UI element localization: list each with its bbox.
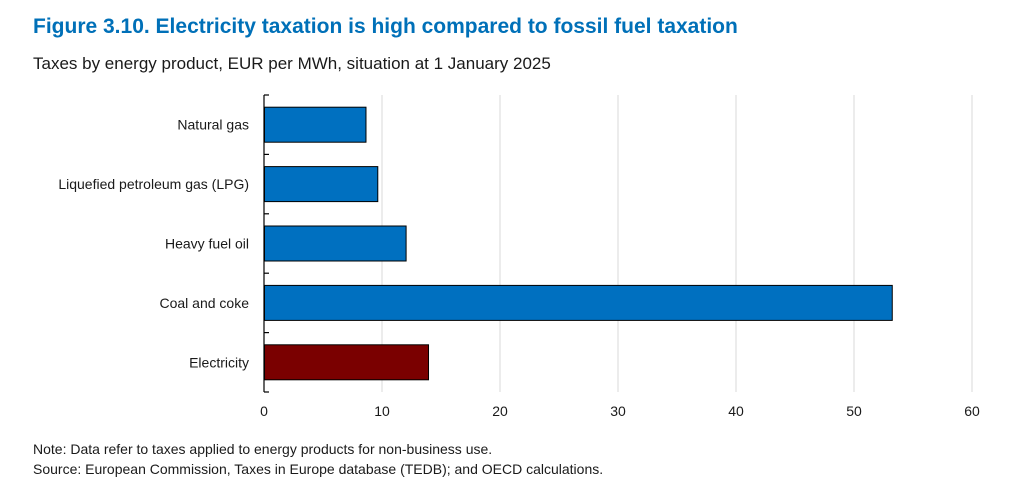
- x-tick-label: 30: [610, 403, 626, 419]
- chart-note: Note: Data refer to taxes applied to ene…: [33, 441, 493, 457]
- category-label: Liquefied petroleum gas (LPG): [58, 176, 249, 192]
- bar: [264, 344, 430, 381]
- x-tick-label: 20: [492, 403, 508, 419]
- x-tick-label: 50: [846, 403, 862, 419]
- category-label: Heavy fuel oil: [165, 236, 249, 252]
- bar: [264, 106, 367, 143]
- x-tick-labels: 0 10 20 30 40 50 60: [260, 403, 980, 419]
- bar: [264, 225, 407, 262]
- bar: [264, 284, 893, 321]
- x-tick-label: 40: [728, 403, 744, 419]
- x-tick-label: 0: [260, 403, 268, 419]
- category-label: Coal and coke: [159, 295, 249, 311]
- y-axis: [263, 94, 269, 393]
- bars: [264, 106, 893, 381]
- chart-subtitle: Taxes by energy product, EUR per MWh, si…: [33, 54, 551, 73]
- chart-title: Figure 3.10. Electricity taxation is hig…: [33, 15, 738, 38]
- category-label: Natural gas: [177, 117, 249, 133]
- x-tick-label: 10: [374, 403, 390, 419]
- category-labels: Natural gas Liquefied petroleum gas (LPG)…: [58, 117, 249, 371]
- gridlines: [381, 95, 973, 392]
- chart-source: Source: European Commission, Taxes in Eu…: [33, 461, 604, 477]
- bar: [264, 166, 379, 203]
- category-label: Electricity: [189, 354, 249, 370]
- x-tick-label: 60: [964, 403, 980, 419]
